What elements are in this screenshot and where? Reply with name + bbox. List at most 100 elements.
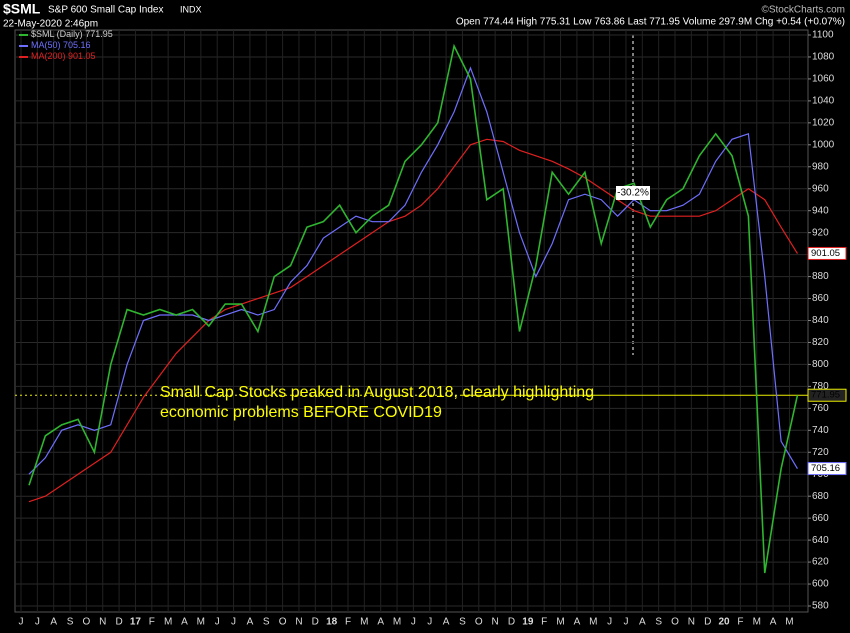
x-tick-label: S	[459, 617, 466, 628]
y-tick-label: 820	[812, 337, 829, 348]
x-tick-label: O	[83, 617, 91, 628]
x-tick-label: M	[360, 617, 368, 628]
y-tick-label: 720	[812, 447, 829, 458]
price-tag-label: 901.05	[811, 248, 840, 259]
x-tick-label: 18	[326, 617, 338, 628]
x-tick-label: N	[688, 617, 695, 628]
y-tick-label: 1100	[812, 30, 834, 41]
x-tick-label: N	[99, 617, 106, 628]
series-line	[28, 43, 799, 574]
x-tick-label: S	[67, 617, 74, 628]
legend-name: MA(200)	[31, 51, 66, 61]
y-tick-label: 740	[812, 425, 829, 436]
y-tick-label: 1000	[812, 139, 835, 150]
y-tick-label: 1040	[812, 96, 835, 107]
y-tick-label: 620	[812, 557, 829, 568]
x-tick-label: M	[785, 617, 793, 628]
legend-value: 901.05	[68, 51, 96, 61]
x-tick-label: F	[541, 617, 547, 628]
y-tick-label: 1020	[812, 117, 835, 128]
y-tick-label: 1060	[812, 74, 835, 85]
quote: Open 774.44 High 775.31 Low 763.86 Last …	[456, 17, 845, 28]
x-tick-label: D	[115, 617, 122, 628]
x-tick-label: M	[393, 617, 401, 628]
symbol: $SML	[3, 1, 41, 17]
date: 22-May-2020 2:46pm	[3, 19, 98, 30]
annotation: economic problems BEFORE COVID19	[160, 404, 442, 421]
y-tick-label: 860	[812, 293, 829, 304]
price-tag-label: 771.95	[811, 390, 840, 401]
y-tick-label: 1080	[812, 52, 835, 63]
x-tick-label: N	[492, 617, 499, 628]
x-tick-label: D	[704, 617, 711, 628]
x-tick-label: J	[19, 617, 24, 628]
source: ©StockCharts.com	[761, 5, 845, 16]
x-tick-label: J	[607, 617, 612, 628]
x-tick-label: J	[231, 617, 236, 628]
x-tick-label: O	[671, 617, 679, 628]
x-tick-label: D	[508, 617, 515, 628]
x-tick-label: F	[737, 617, 743, 628]
y-tick-label: 980	[812, 161, 829, 172]
index-name: S&P 600 Small Cap Index	[48, 5, 163, 16]
x-tick-label: J	[215, 617, 220, 628]
legend-entry: $SML (Daily) 771.95	[31, 29, 113, 39]
x-tick-label: A	[443, 617, 450, 628]
x-tick-label: N	[295, 617, 302, 628]
y-tick-label: 640	[812, 535, 829, 546]
y-tick-label: 920	[812, 227, 829, 238]
series-line	[28, 66, 798, 475]
price-tag	[807, 246, 847, 260]
y-tick-label: 780	[812, 381, 829, 392]
price-tag	[807, 388, 847, 402]
y-tick-label: 600	[812, 579, 829, 590]
change-box	[616, 186, 650, 200]
y-tick-label: 940	[812, 205, 829, 216]
price-tag-label: 705.16	[811, 463, 840, 474]
x-tick-label: A	[377, 617, 384, 628]
x-tick-label: J	[623, 617, 628, 628]
x-tick-label: S	[655, 617, 662, 628]
x-tick-label: M	[164, 617, 172, 628]
x-tick-label: M	[753, 617, 761, 628]
x-tick-label: D	[312, 617, 319, 628]
x-tick-label: M	[589, 617, 597, 628]
x-tick-label: A	[247, 617, 254, 628]
x-tick-label: F	[345, 617, 351, 628]
legend-entry: MA(200) 901.05	[31, 51, 96, 61]
x-tick-label: J	[411, 617, 416, 628]
y-tick-label: 840	[812, 315, 829, 326]
legend-name: $SML (Daily)	[31, 29, 83, 39]
y-tick-label: 960	[812, 183, 829, 194]
x-tick-label: A	[639, 617, 646, 628]
legend-value: 705.16	[63, 40, 91, 50]
y-tick-label: 660	[812, 513, 829, 524]
legend-name: MA(50)	[31, 40, 61, 50]
x-tick-label: J	[35, 617, 40, 628]
price-tag	[807, 462, 847, 476]
x-tick-label: 20	[718, 617, 730, 628]
annotation: Small Cap Stocks peaked in August 2018, …	[160, 384, 594, 401]
y-tick-label: 580	[812, 601, 829, 612]
x-tick-label: 19	[522, 617, 534, 628]
x-tick-label: S	[263, 617, 270, 628]
y-tick-label: 680	[812, 491, 829, 502]
x-tick-label: A	[50, 617, 57, 628]
change-label: -30.2%	[617, 188, 649, 199]
x-tick-label: A	[181, 617, 188, 628]
exchange: INDX	[180, 4, 202, 14]
legend-value: 771.95	[85, 29, 113, 39]
x-tick-label: M	[197, 617, 205, 628]
y-tick-label: 800	[812, 359, 829, 370]
legend-entry: MA(50) 705.16	[31, 40, 91, 50]
x-tick-label: M	[556, 617, 564, 628]
series-line	[28, 138, 798, 503]
x-tick-label: F	[149, 617, 155, 628]
x-tick-label: A	[574, 617, 581, 628]
y-tick-label: 760	[812, 403, 829, 414]
y-tick-label: 880	[812, 271, 829, 282]
x-tick-label: J	[427, 617, 432, 628]
x-tick-label: O	[279, 617, 287, 628]
